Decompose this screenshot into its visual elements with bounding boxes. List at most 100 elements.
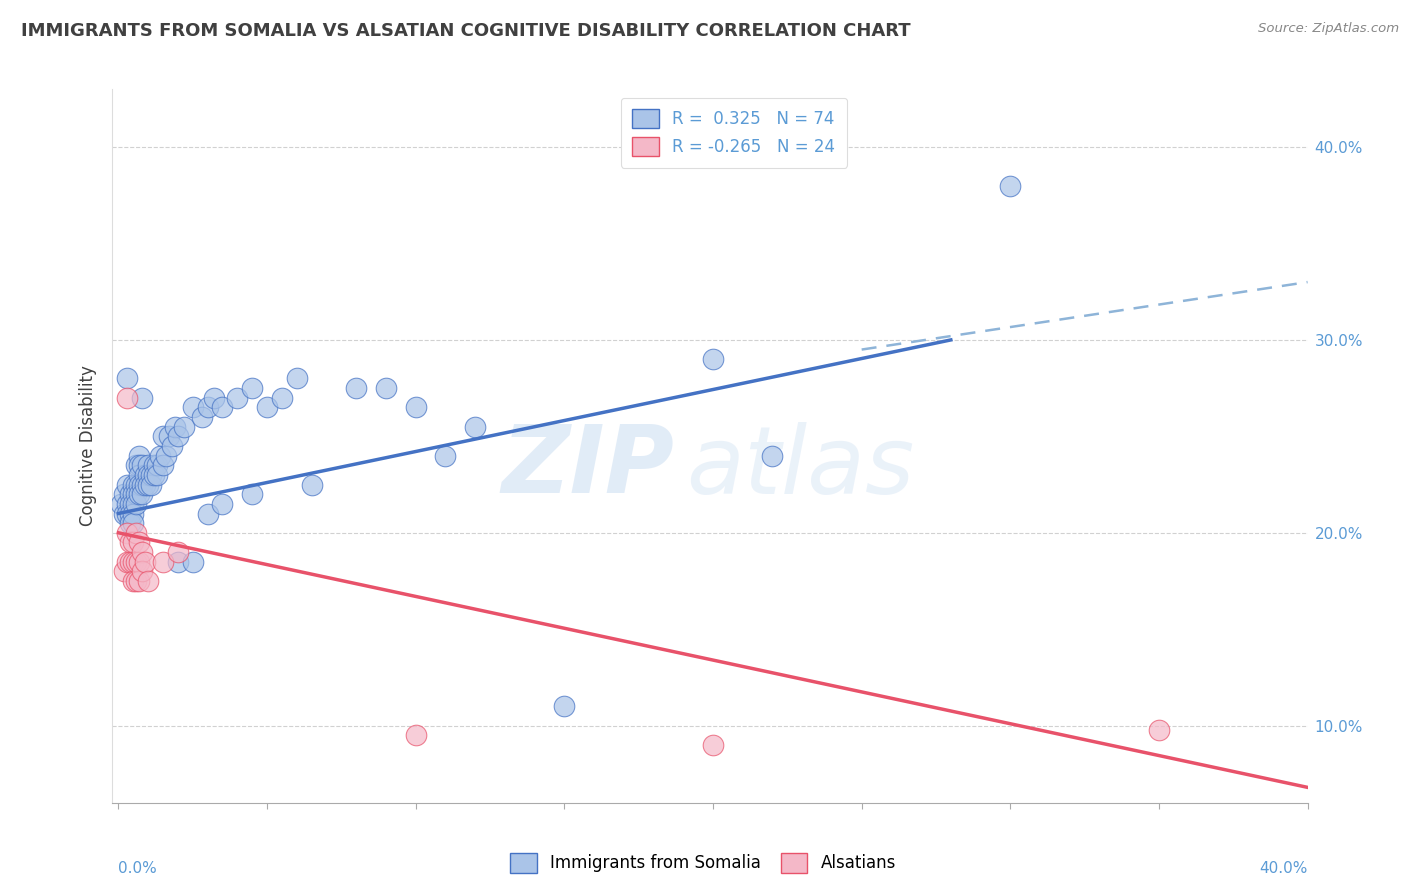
Point (190, 410, 212, 425)
Point (128, 555, 150, 569)
Point (120, 497, 142, 511)
Point (131, 545, 153, 559)
Point (240, 381, 263, 395)
Point (112, 507, 135, 521)
Point (139, 477, 162, 491)
Point (120, 535, 142, 549)
Y-axis label: Cognitive Disability: Cognitive Disability (79, 366, 97, 526)
Point (167, 545, 190, 559)
Point (122, 477, 145, 491)
Point (136, 574, 159, 588)
Point (117, 477, 139, 491)
Point (167, 429, 190, 443)
Legend: Immigrants from Somalia, Alsatians: Immigrants from Somalia, Alsatians (503, 847, 903, 880)
Point (128, 477, 150, 491)
Point (181, 555, 204, 569)
Point (434, 449, 457, 463)
Point (211, 401, 233, 415)
Point (285, 371, 308, 385)
Point (155, 449, 177, 463)
Point (122, 535, 145, 549)
Point (125, 574, 148, 588)
Point (131, 565, 153, 579)
Point (125, 458, 148, 473)
Point (702, 352, 724, 367)
Point (128, 467, 150, 482)
Point (143, 467, 166, 482)
Point (1147, 723, 1170, 737)
Point (149, 449, 172, 463)
Point (160, 439, 183, 453)
Point (125, 497, 148, 511)
Point (702, 738, 724, 752)
Point (117, 391, 139, 405)
Point (405, 401, 427, 415)
Point (211, 497, 233, 511)
Point (128, 487, 150, 501)
Point (122, 574, 145, 588)
Point (464, 419, 486, 434)
Point (125, 477, 148, 491)
Point (136, 458, 159, 473)
Text: 0.0%: 0.0% (118, 861, 157, 876)
Point (134, 477, 156, 491)
Point (128, 458, 150, 473)
Text: IMMIGRANTS FROM SOMALIA VS ALSATIAN COGNITIVE DISABILITY CORRELATION CHART: IMMIGRANTS FROM SOMALIA VS ALSATIAN COGN… (21, 22, 911, 40)
Text: ZIP: ZIP (502, 421, 675, 514)
Point (202, 391, 225, 405)
Point (117, 555, 139, 569)
Point (157, 429, 180, 443)
Point (197, 401, 219, 415)
Point (117, 525, 139, 540)
Point (256, 401, 278, 415)
Legend: R =  0.325   N = 74, R = -0.265   N = 24: R = 0.325 N = 74, R = -0.265 N = 24 (621, 97, 846, 168)
Point (125, 487, 148, 501)
Point (405, 728, 427, 742)
Point (131, 458, 153, 473)
Point (181, 401, 204, 415)
Point (375, 381, 398, 395)
Point (125, 525, 148, 540)
Point (173, 419, 195, 434)
Point (197, 507, 219, 521)
Point (761, 449, 783, 463)
Point (128, 574, 150, 588)
Text: atlas: atlas (686, 422, 914, 513)
Point (131, 391, 153, 405)
Point (112, 487, 135, 501)
Point (128, 449, 150, 463)
Point (128, 535, 150, 549)
Point (344, 381, 367, 395)
Point (122, 555, 145, 569)
Point (136, 477, 159, 491)
Point (1000, 178, 1022, 193)
Point (553, 699, 575, 714)
Point (120, 487, 142, 501)
Point (139, 467, 162, 482)
Point (117, 497, 139, 511)
Point (117, 507, 139, 521)
Point (122, 507, 145, 521)
Point (134, 555, 156, 569)
Point (152, 458, 174, 473)
Point (134, 467, 156, 482)
Point (226, 391, 249, 405)
Point (125, 555, 148, 569)
Point (271, 391, 294, 405)
Text: 40.0%: 40.0% (1260, 861, 1308, 876)
Point (122, 487, 145, 501)
Point (131, 487, 153, 501)
Point (112, 565, 135, 579)
Point (163, 419, 186, 434)
Point (240, 487, 263, 501)
Point (143, 458, 166, 473)
Point (120, 555, 142, 569)
Point (120, 516, 142, 530)
Point (122, 516, 145, 530)
Point (152, 555, 174, 569)
Point (301, 477, 323, 491)
Point (152, 429, 174, 443)
Point (110, 497, 132, 511)
Point (167, 555, 190, 569)
Point (146, 458, 169, 473)
